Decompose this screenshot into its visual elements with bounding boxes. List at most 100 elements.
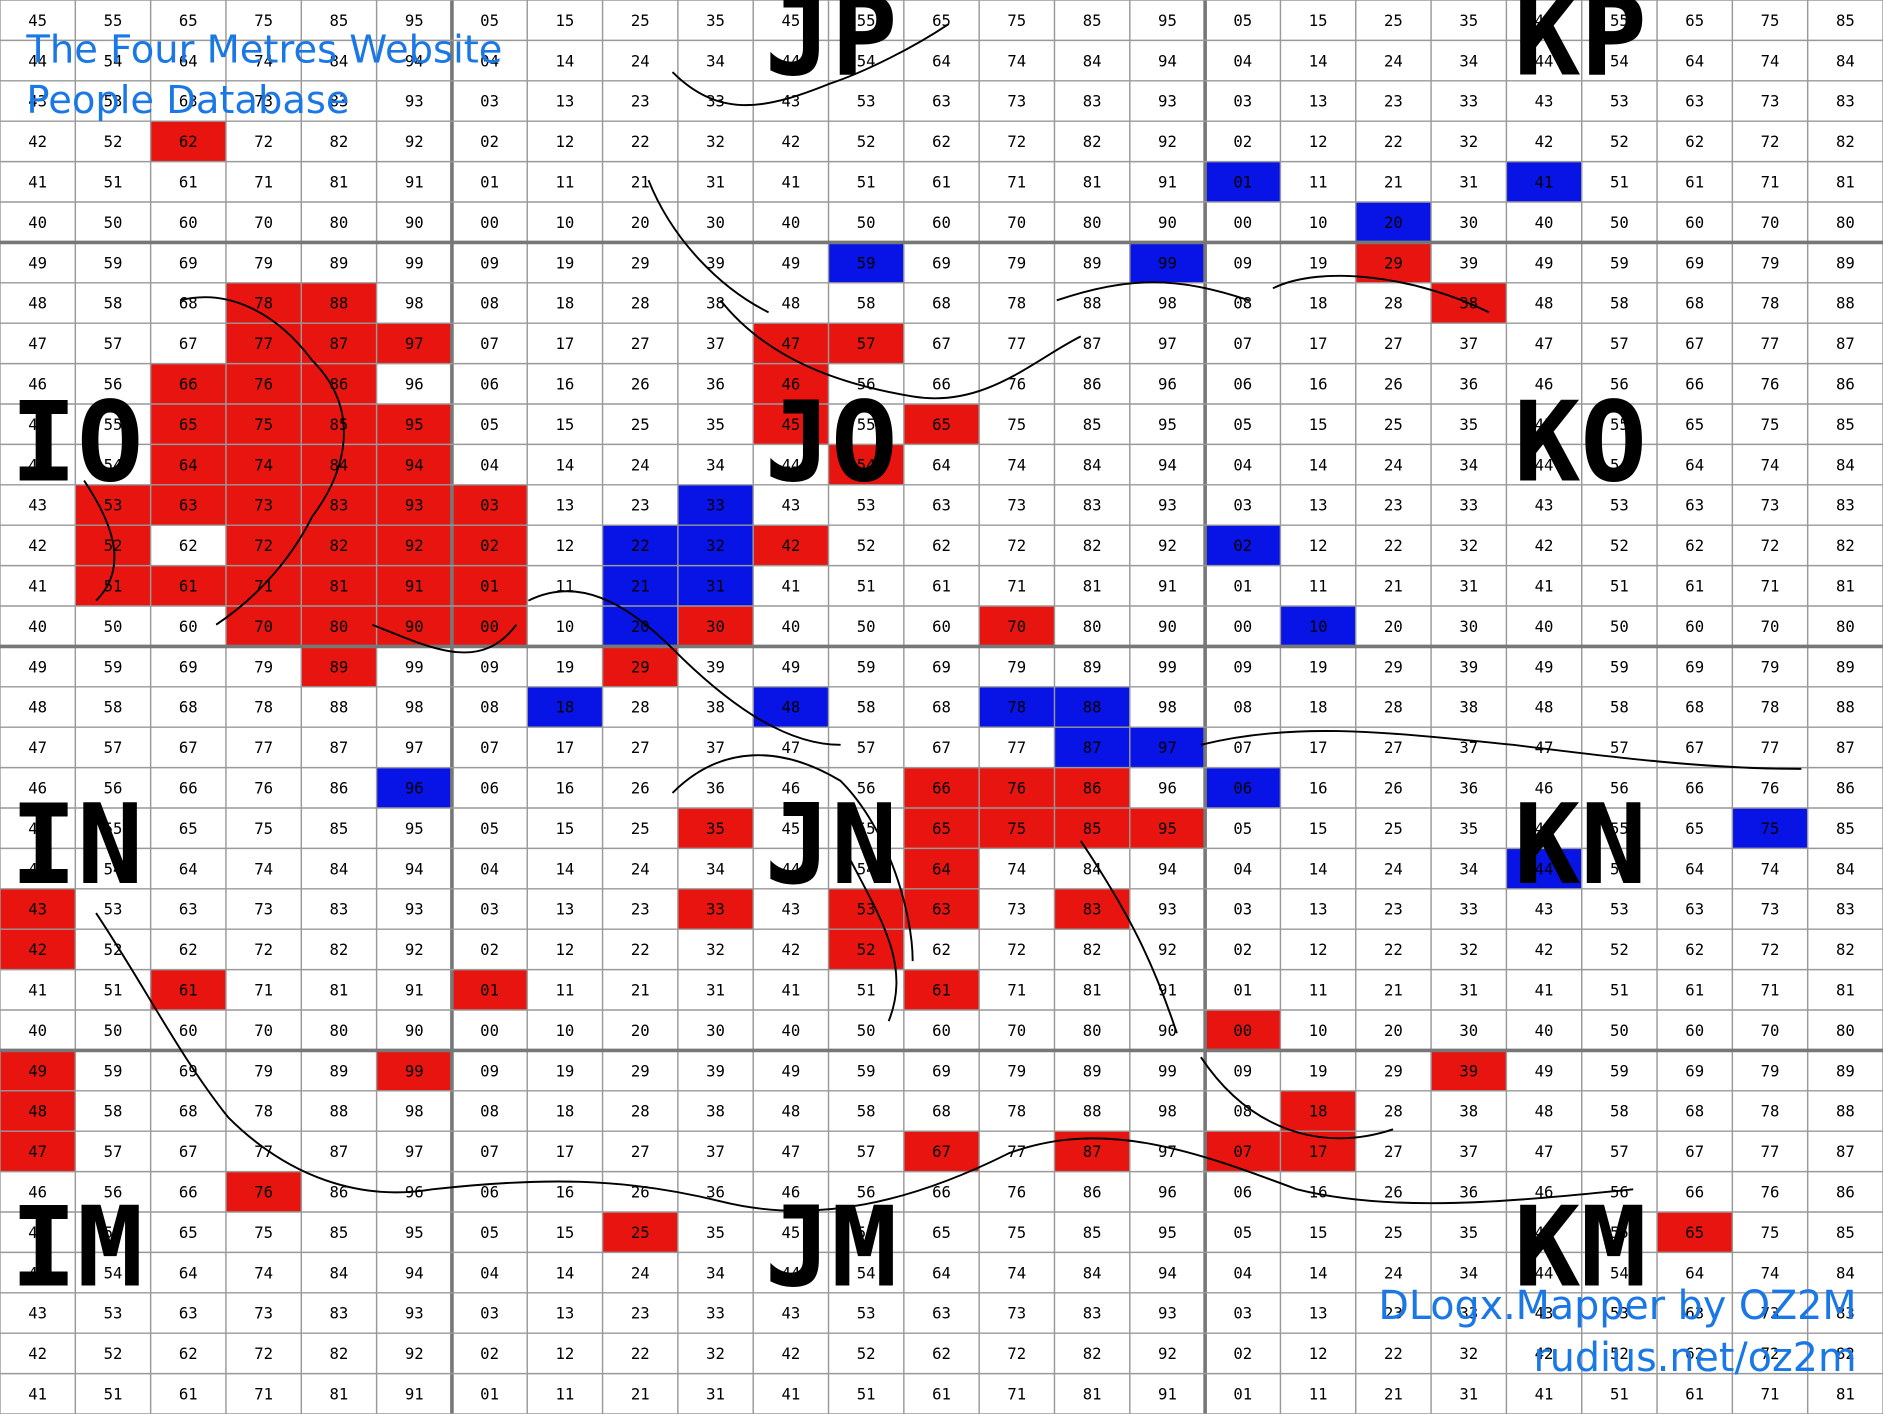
square-label: 10: [1309, 214, 1328, 232]
square-label: 88: [330, 1103, 349, 1121]
square-label: 19: [556, 658, 575, 676]
square-label: 17: [556, 1143, 575, 1161]
square-label: 12: [1309, 133, 1328, 151]
square-label: 82: [330, 537, 349, 555]
square-label: 93: [405, 1305, 424, 1323]
square-label: 86: [1836, 375, 1855, 393]
square-label: 31: [706, 173, 725, 191]
square-label: 02: [1233, 1345, 1252, 1363]
square-label: 54: [104, 860, 123, 878]
square-label: 73: [254, 901, 273, 919]
square-label: 85: [330, 1224, 349, 1242]
square-label: 37: [706, 1143, 725, 1161]
square-label: 32: [1459, 1345, 1478, 1363]
square-label: 76: [254, 375, 273, 393]
highlight-cell: [301, 606, 377, 647]
square-label: 02: [1233, 133, 1252, 151]
square-label: 89: [330, 1062, 349, 1080]
square-label: 68: [1685, 295, 1704, 313]
square-label: 96: [1158, 1183, 1177, 1201]
square-label: 00: [1233, 214, 1252, 232]
square-label: 02: [1233, 941, 1252, 959]
square-label: 77: [254, 335, 273, 353]
square-label: 46: [1535, 779, 1554, 797]
square-label: 03: [1233, 93, 1252, 111]
square-label: 52: [857, 1345, 876, 1363]
square-label: 30: [1459, 214, 1478, 232]
square-label: 43: [781, 497, 800, 515]
square-label: 62: [179, 1345, 198, 1363]
square-label: 56: [1610, 1183, 1629, 1201]
square-label: 60: [932, 214, 951, 232]
square-label: 98: [1158, 295, 1177, 313]
square-label: 91: [405, 1385, 424, 1403]
field-label: IO: [10, 379, 143, 508]
square-label: 94: [405, 860, 424, 878]
square-label: 36: [1459, 375, 1478, 393]
square-label: 83: [330, 1305, 349, 1323]
square-label: 26: [1384, 375, 1403, 393]
square-label: 32: [1459, 537, 1478, 555]
square-label: 87: [330, 335, 349, 353]
square-label: 48: [1535, 1103, 1554, 1121]
square-label: 15: [556, 416, 575, 434]
square-label: 21: [1384, 173, 1403, 191]
square-label: 45: [1535, 1224, 1554, 1242]
square-label: 81: [1083, 577, 1102, 595]
square-label: 86: [1083, 375, 1102, 393]
square-label: 44: [1535, 52, 1554, 70]
square-label: 84: [330, 52, 349, 70]
square-label: 79: [1007, 1062, 1026, 1080]
square-label: 30: [706, 214, 725, 232]
square-label: 18: [1309, 295, 1328, 313]
square-label: 41: [781, 577, 800, 595]
highlight-cell: [1205, 161, 1281, 202]
square-label: 11: [1309, 173, 1328, 191]
square-label: 22: [1384, 133, 1403, 151]
square-label: 34: [706, 860, 725, 878]
square-label: 31: [1459, 577, 1478, 595]
square-label: 32: [1459, 133, 1478, 151]
coast-britain: [83, 296, 518, 654]
square-label: 64: [179, 860, 198, 878]
square-label: 31: [1459, 1385, 1478, 1403]
square-label: 79: [1007, 658, 1026, 676]
square-label: 83: [1836, 93, 1855, 111]
square-label: 39: [1459, 254, 1478, 272]
square-label: 04: [1233, 860, 1252, 878]
highlight-cell: [0, 1131, 76, 1172]
highlight-cell: [1205, 1131, 1281, 1172]
square-label: 83: [1083, 93, 1102, 111]
highlight-cell: [677, 484, 754, 526]
highlight-cell: [225, 606, 302, 647]
square-label: 62: [179, 941, 198, 959]
highlight-cell: [150, 484, 226, 526]
square-label: 85: [1083, 12, 1102, 30]
square-label: 65: [179, 820, 198, 838]
square-label: 85: [330, 12, 349, 30]
highlight-cell: [225, 323, 302, 364]
square-label: 66: [932, 375, 951, 393]
square-label: 07: [1233, 335, 1252, 353]
square-label: 90: [1158, 618, 1177, 636]
highlight-cell: [677, 808, 754, 849]
square-label: 25: [1384, 12, 1403, 30]
square-label: 37: [1459, 739, 1478, 757]
highlight-cell: [376, 404, 452, 445]
highlight-cell: [1129, 727, 1206, 768]
square-label: 76: [1007, 779, 1026, 797]
square-label: 85: [1083, 416, 1102, 434]
square-label: 00: [480, 1022, 499, 1040]
square-label: 58: [857, 295, 876, 313]
square-label: 09: [1233, 1062, 1252, 1080]
square-label: 41: [28, 981, 47, 999]
square-label: 52: [857, 537, 876, 555]
square-label: 74: [254, 1264, 273, 1282]
highlight-cell: [903, 888, 980, 930]
square-label: 76: [1761, 779, 1780, 797]
square-label: 56: [104, 375, 123, 393]
highlight-cell: [376, 565, 452, 606]
square-label: 94: [405, 52, 424, 70]
square-label: 95: [1158, 416, 1177, 434]
square-label: 89: [1083, 254, 1102, 272]
